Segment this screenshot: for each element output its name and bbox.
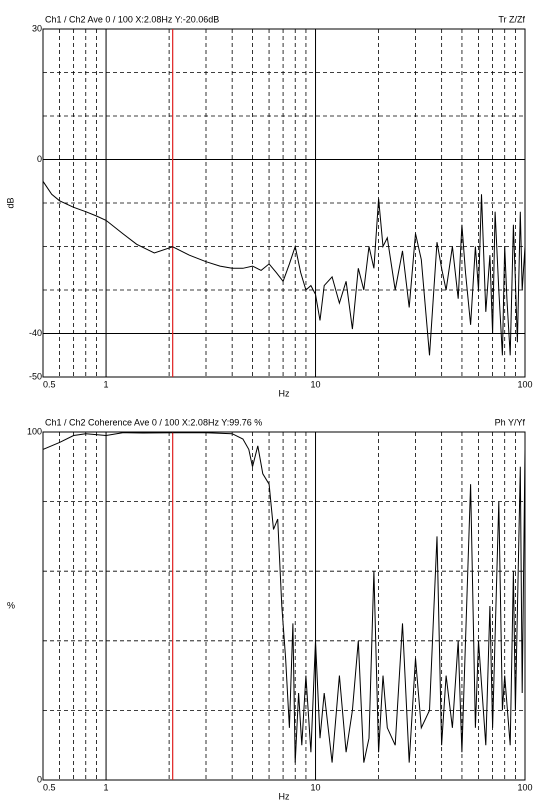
y-tick-label: 0 (37, 154, 42, 164)
x-axis-label: Hz (279, 388, 290, 398)
y-tick-label: 0 (37, 774, 42, 784)
data-line (42, 181, 526, 356)
x-tick-label: 1 (104, 379, 109, 389)
y-tick-label: 100 (27, 426, 42, 436)
plot-area (42, 431, 526, 781)
x-tick-label: 1 (104, 782, 109, 792)
x-tick-label: 0.5 (43, 379, 56, 389)
x-tick-label: 100 (517, 379, 532, 389)
chart-title: Ch1 / Ch2 Coherence Ave 0 / 100 X:2.08Hz… (45, 417, 262, 427)
y-axis-label: dB (5, 197, 15, 208)
x-tick-label: 10 (311, 379, 321, 389)
chart-subtitle: Tr Z/Zf (498, 14, 525, 24)
x-tick-label: 100 (517, 782, 532, 792)
data-line (42, 432, 526, 763)
x-axis-label: Hz (279, 791, 290, 801)
y-tick-label: -50 (29, 371, 42, 381)
y-tick-label: 30 (32, 23, 42, 33)
x-tick-label: 10 (311, 782, 321, 792)
x-tick-label: 0.5 (43, 782, 56, 792)
y-axis-label: % (7, 600, 15, 610)
y-tick-label: -40 (29, 328, 42, 338)
chart-title: Ch1 / Ch2 Ave 0 / 100 X:2.08Hz Y:-20.06d… (45, 14, 219, 24)
chart-subtitle: Ph Y/Yf (495, 417, 526, 427)
